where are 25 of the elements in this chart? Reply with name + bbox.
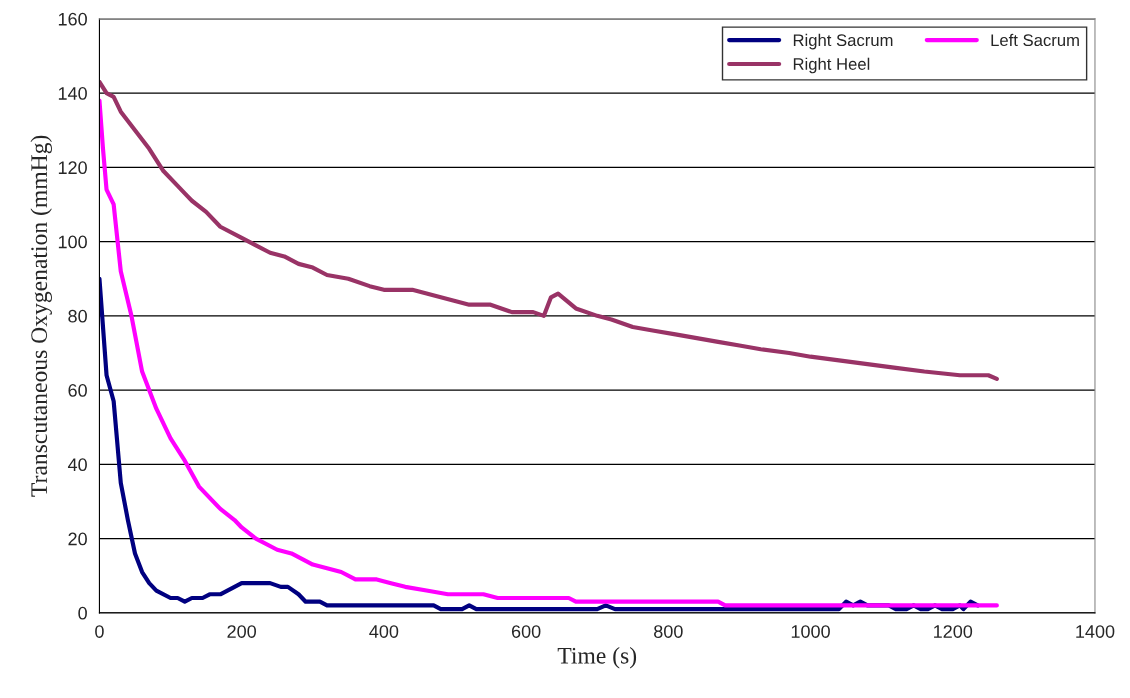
y-tick-label: 0 <box>78 606 87 620</box>
legend-label: Right Heel <box>793 57 870 74</box>
x-tick-label: 1200 <box>934 625 973 638</box>
x-tick-label: 1400 <box>1076 625 1115 638</box>
x-tick-label: 400 <box>369 625 399 638</box>
y-tick-label: 160 <box>58 12 87 26</box>
legend-label: Right Sacrum <box>793 33 893 50</box>
y-tick-label: 60 <box>68 384 87 397</box>
y-tick-label: 140 <box>58 87 87 100</box>
legend-label: Left Sacrum <box>991 33 1079 47</box>
x-tick-label: 0 <box>95 625 104 638</box>
x-tick-label: 200 <box>227 625 257 638</box>
y-axis-title: Transcutaneous Oxygenation (mmHg) <box>30 135 52 497</box>
x-tick-label: 600 <box>511 625 541 638</box>
x-tick-label: 1000 <box>791 625 830 638</box>
x-axis-title: Time (s) <box>557 647 637 669</box>
y-tick-label: 80 <box>68 309 87 323</box>
line-series <box>99 79 999 382</box>
line-series <box>99 276 980 612</box>
y-tick-label: 100 <box>58 235 87 249</box>
y-tick-label: 20 <box>68 532 87 546</box>
x-tick-label: 800 <box>654 625 683 638</box>
line-series <box>99 98 999 608</box>
y-tick-label: 120 <box>58 161 87 175</box>
y-tick-label: 40 <box>67 458 87 472</box>
